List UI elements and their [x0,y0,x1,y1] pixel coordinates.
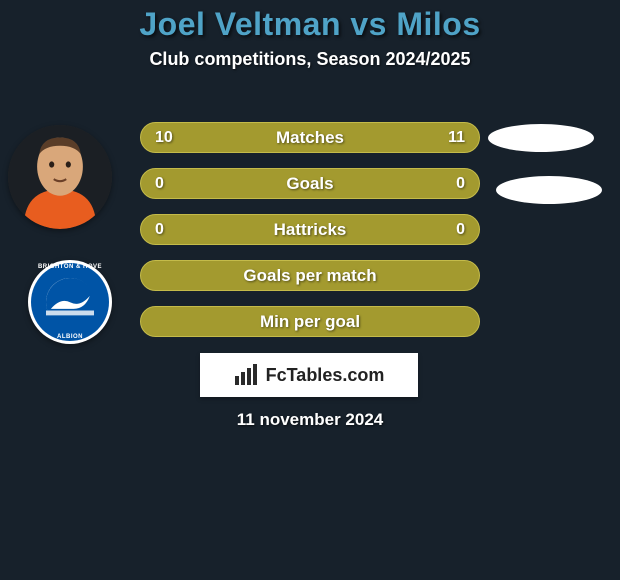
date-text: 11 november 2024 [0,410,620,430]
player-portrait [8,125,112,229]
stat-label: Goals per match [243,266,376,286]
stat-rows: Matches 10 11 Goals 0 0 Hattricks 0 0 Goals per m… [140,122,480,352]
seagull-icon [46,278,95,327]
page-title: Joel Veltman vs Milos [0,0,620,43]
stat-row: Goals per match [140,260,480,291]
badge-ring-text-bottom: ALBION [31,334,109,340]
side-oval [496,176,602,204]
footer-attribution[interactable]: FcTables.com [200,353,418,397]
stat-row: Min per goal [140,306,480,337]
player-avatar [8,125,112,229]
fctables-logo-icon [234,364,260,386]
subtitle: Club competitions, Season 2024/2025 [0,49,620,70]
side-oval [488,124,594,152]
footer-text: FcTables.com [266,365,385,386]
badge-ring-text-top: BRIGHTON & HOVE [31,264,109,270]
stat-row: Hattricks 0 0 [140,214,480,245]
stat-row: Matches 10 11 [140,122,480,153]
stat-value-right: 0 [456,175,465,193]
stat-row: Goals 0 0 [140,168,480,199]
club-badge: BRIGHTON & HOVE ALBION [28,260,112,344]
stat-value-right: 0 [456,221,465,239]
stat-label: Matches [276,128,344,148]
stat-value-left: 0 [155,175,164,193]
badge-inner [46,278,95,327]
stat-value-left: 10 [155,129,173,147]
stat-label: Goals [286,174,333,194]
stat-value-left: 0 [155,221,164,239]
stat-label: Hattricks [274,220,347,240]
stat-label: Min per goal [260,312,360,332]
stat-value-right: 11 [448,129,465,147]
badge-ring: BRIGHTON & HOVE ALBION [31,263,109,341]
